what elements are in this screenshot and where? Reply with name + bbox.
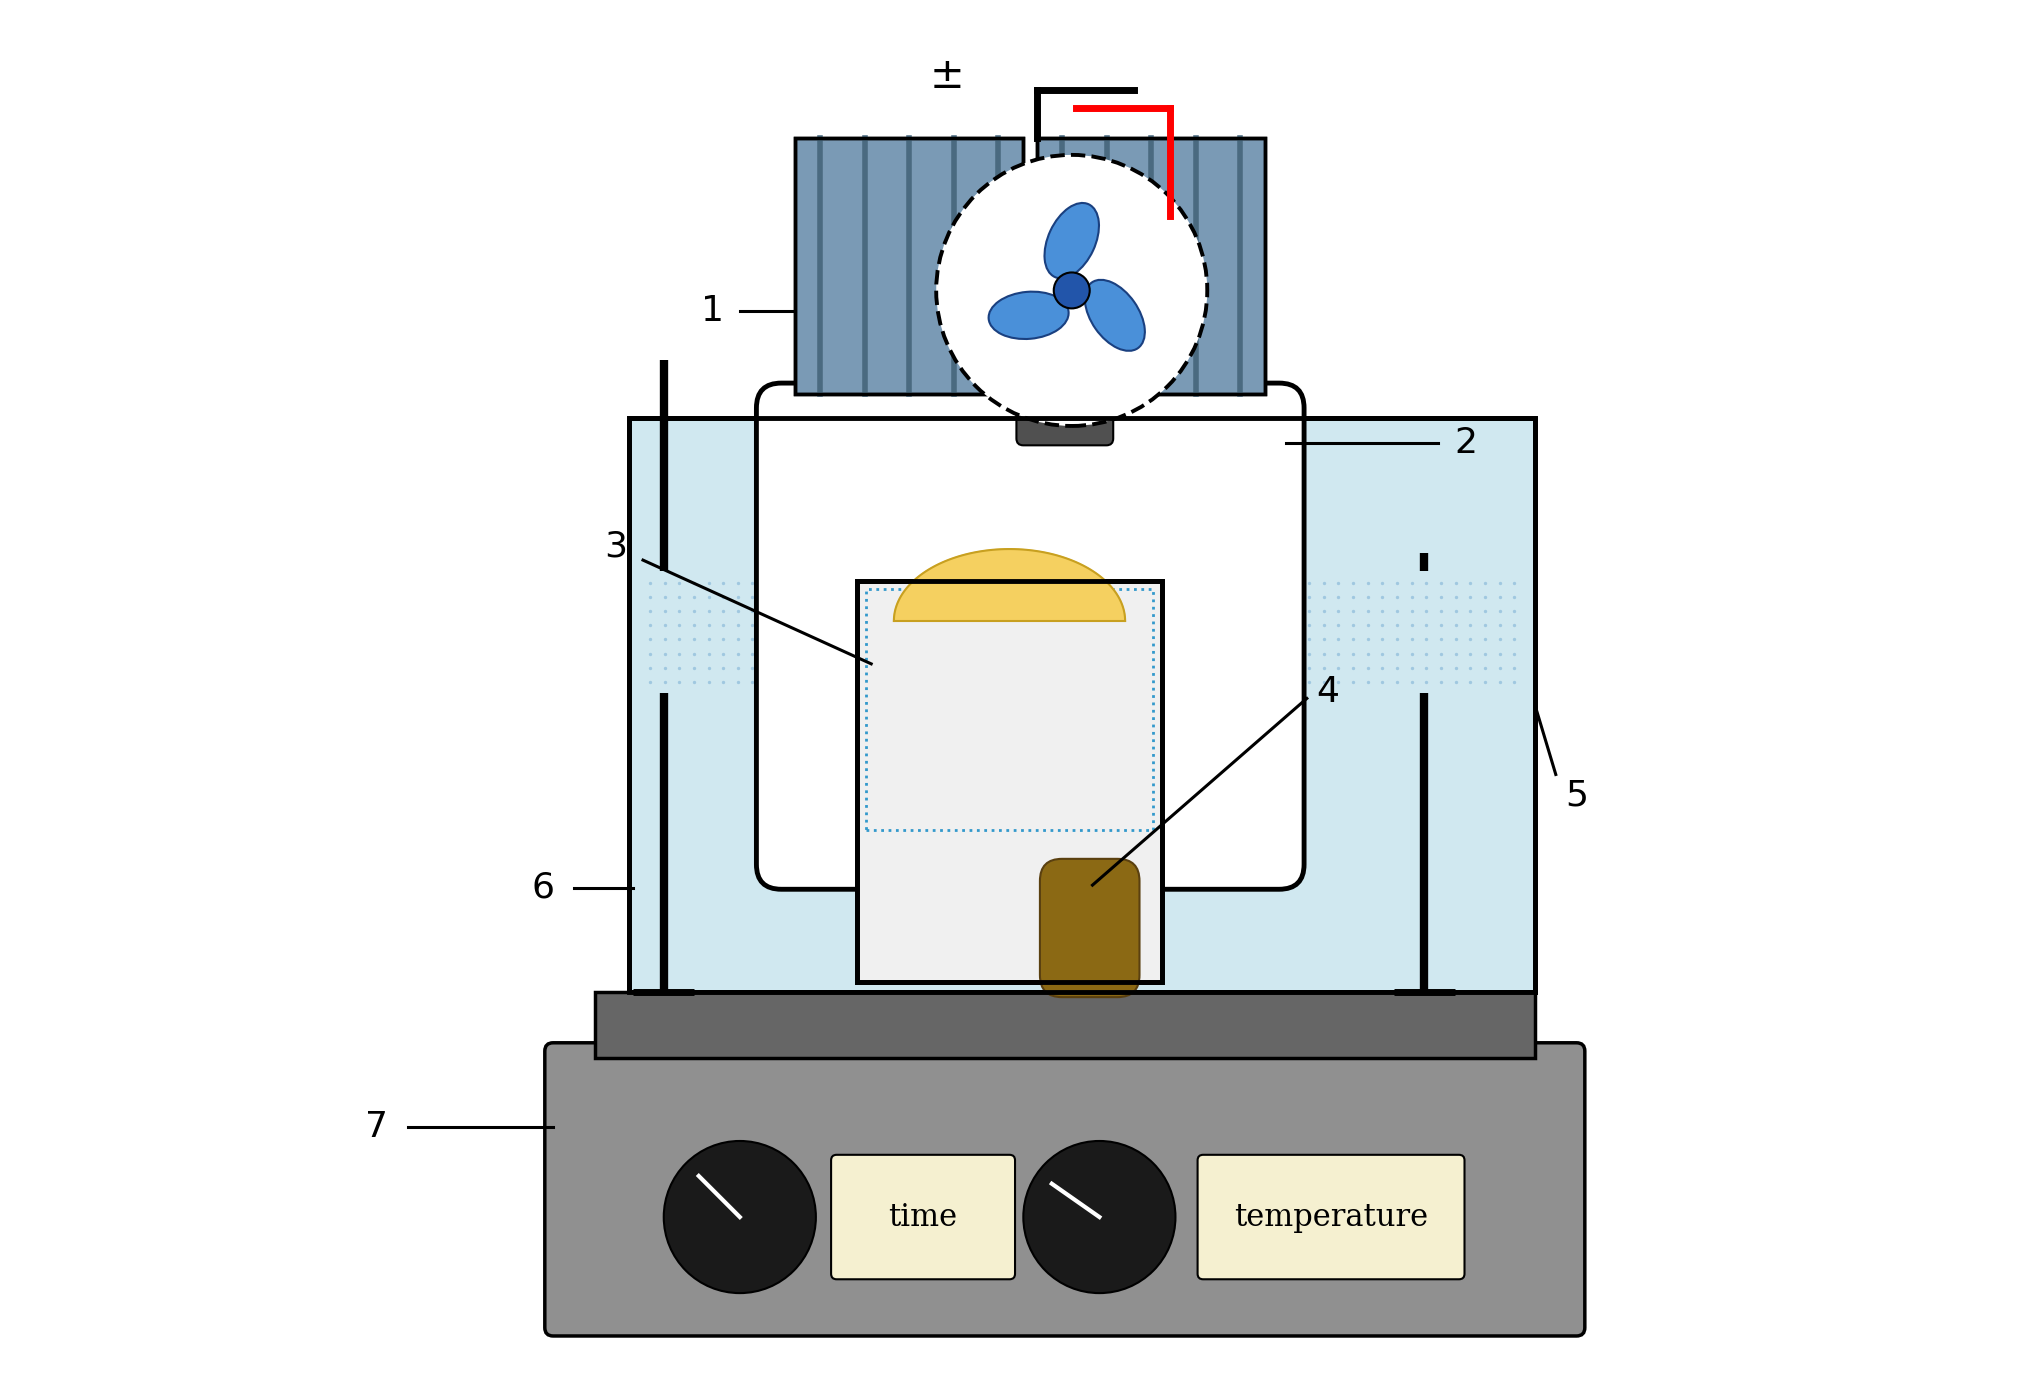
Bar bbox=[866, 589, 1153, 830]
Text: 6: 6 bbox=[531, 871, 555, 904]
FancyBboxPatch shape bbox=[832, 1155, 1016, 1279]
Circle shape bbox=[1054, 272, 1090, 308]
Circle shape bbox=[664, 1141, 816, 1293]
Bar bbox=[630, 418, 1534, 992]
Polygon shape bbox=[894, 549, 1125, 621]
Bar bbox=[1038, 138, 1266, 394]
Text: 4: 4 bbox=[1316, 675, 1339, 708]
Circle shape bbox=[1024, 1141, 1175, 1293]
Text: 5: 5 bbox=[1565, 779, 1589, 812]
Bar bbox=[795, 138, 1024, 394]
Text: 2: 2 bbox=[1454, 426, 1478, 459]
FancyBboxPatch shape bbox=[1040, 859, 1139, 997]
Text: 1: 1 bbox=[701, 295, 723, 328]
Bar bbox=[858, 581, 1161, 982]
Bar bbox=[1038, 138, 1266, 394]
Bar bbox=[596, 992, 1534, 1058]
FancyBboxPatch shape bbox=[545, 1043, 1585, 1336]
Text: 7: 7 bbox=[365, 1111, 388, 1144]
Ellipse shape bbox=[1044, 203, 1098, 278]
Bar bbox=[858, 581, 1161, 982]
FancyBboxPatch shape bbox=[1016, 383, 1112, 445]
Ellipse shape bbox=[1084, 279, 1145, 351]
Bar bbox=[634, 571, 1530, 693]
FancyBboxPatch shape bbox=[1197, 1155, 1464, 1279]
Text: 3: 3 bbox=[604, 530, 626, 563]
Bar bbox=[795, 138, 1024, 394]
Circle shape bbox=[937, 155, 1207, 426]
Bar bbox=[630, 418, 1534, 992]
Text: ±: ± bbox=[931, 55, 965, 97]
Text: temperature: temperature bbox=[1234, 1202, 1427, 1232]
Text: time: time bbox=[888, 1202, 957, 1232]
FancyBboxPatch shape bbox=[757, 383, 1304, 889]
Ellipse shape bbox=[989, 292, 1068, 339]
